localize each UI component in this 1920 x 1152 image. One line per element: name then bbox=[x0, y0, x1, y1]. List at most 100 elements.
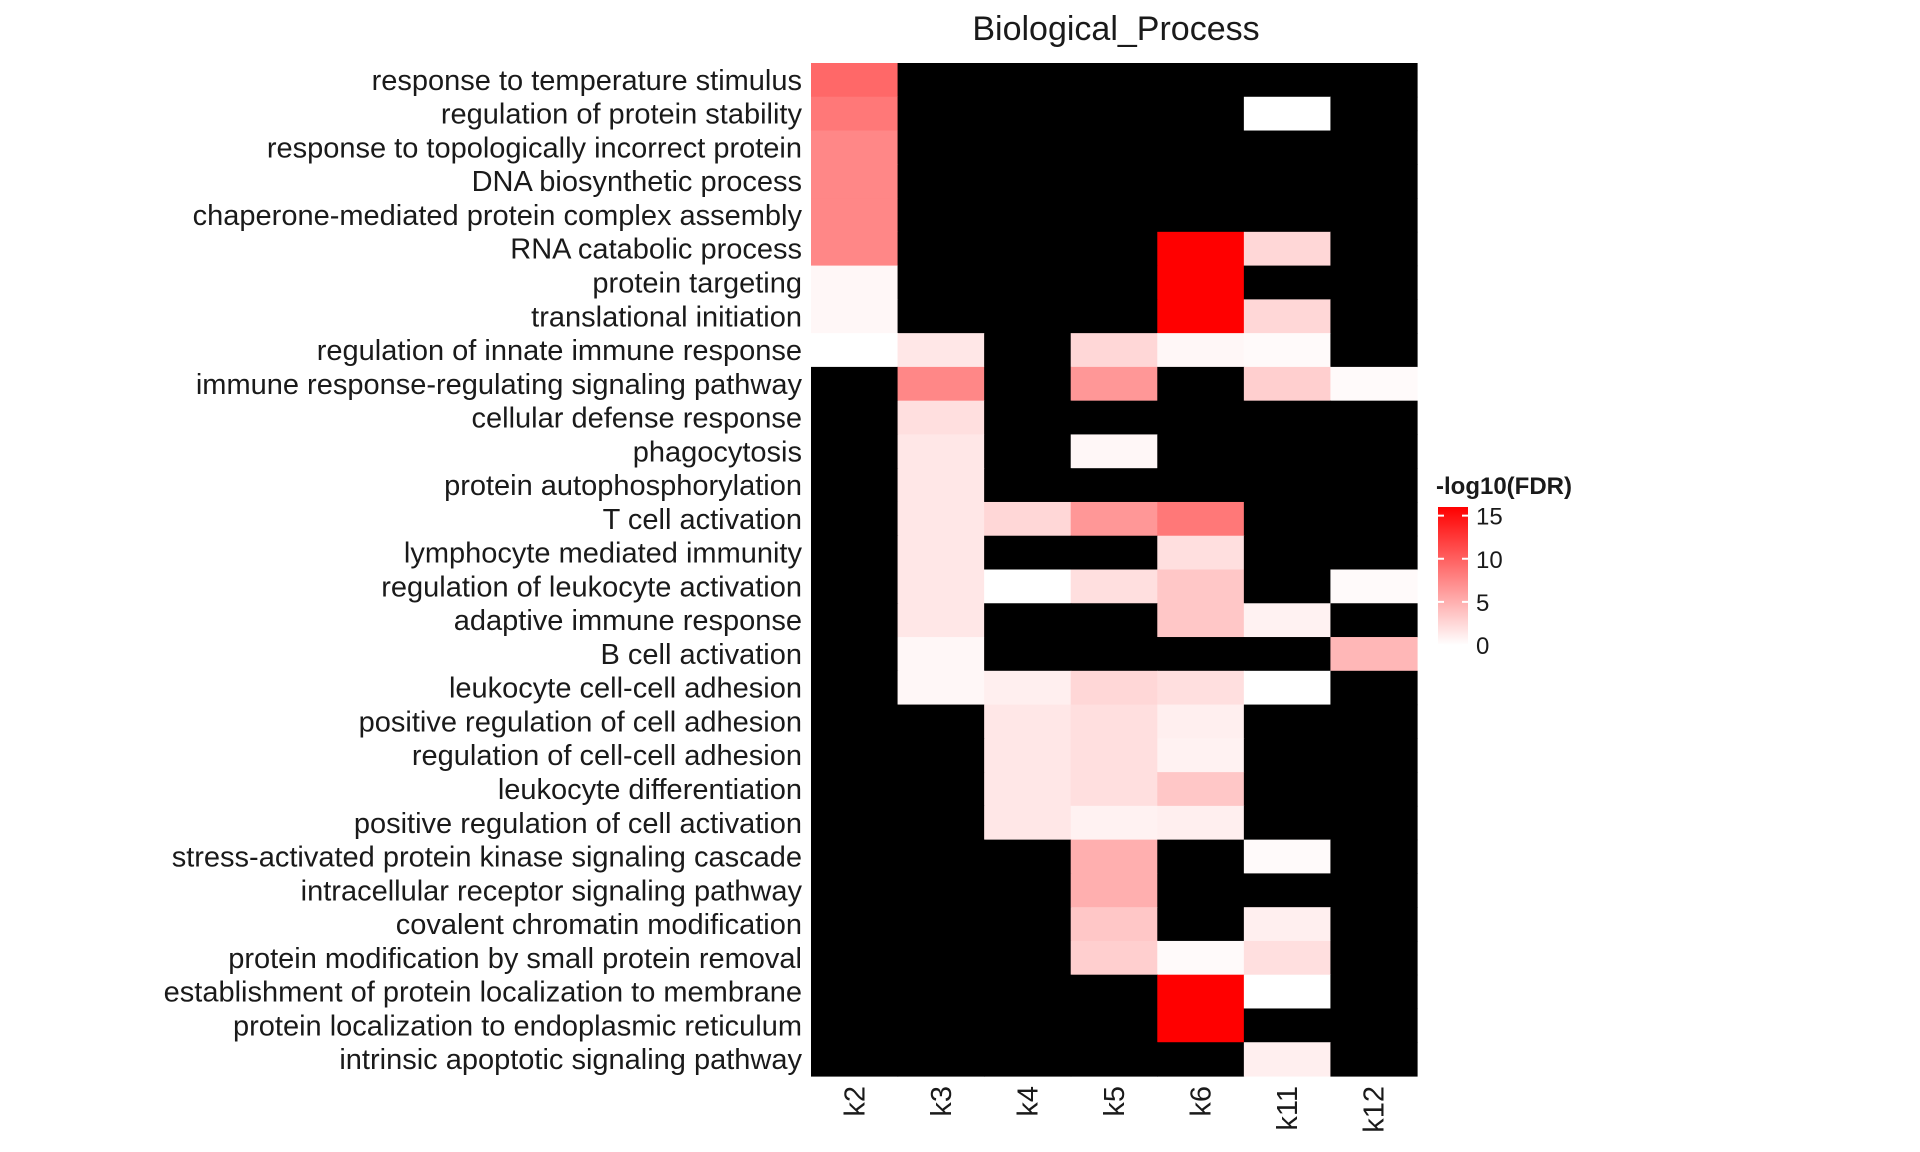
heatmap-cell bbox=[984, 1008, 1072, 1043]
heatmap-cell bbox=[984, 468, 1072, 503]
heatmap-cell bbox=[984, 501, 1072, 537]
heatmap-cell bbox=[1243, 873, 1332, 908]
heatmap-cell bbox=[984, 333, 1072, 368]
heatmap-cell bbox=[1157, 569, 1245, 604]
heatmap-cell bbox=[811, 772, 899, 807]
row-label: regulation of leukocyte activation bbox=[381, 571, 802, 603]
heatmap-cell bbox=[984, 535, 1072, 571]
heatmap-cell bbox=[897, 940, 985, 976]
heatmap-cell bbox=[984, 637, 1072, 672]
heatmap-cell bbox=[984, 434, 1072, 469]
heatmap-cell bbox=[1157, 299, 1245, 334]
heatmap-cell bbox=[897, 366, 985, 402]
heatmap-cell bbox=[984, 63, 1072, 98]
heatmap-cell bbox=[1070, 265, 1158, 300]
heatmap-cell bbox=[1330, 670, 1418, 706]
row-label: B cell activation bbox=[601, 639, 803, 671]
heatmap-cell bbox=[1157, 704, 1245, 739]
heatmap-cell bbox=[811, 501, 899, 537]
heatmap-cell bbox=[897, 873, 985, 908]
heatmap-cell bbox=[897, 1042, 985, 1077]
legend-tick-label: 10 bbox=[1476, 547, 1503, 574]
row-label: stress-activated protein kinase signalin… bbox=[172, 842, 802, 874]
heatmap-cell bbox=[897, 265, 985, 300]
row-label: covalent chromatin modification bbox=[396, 909, 802, 941]
heatmap-cell bbox=[1070, 603, 1158, 638]
heatmap-cell bbox=[1243, 299, 1332, 334]
heatmap-cell bbox=[1157, 535, 1245, 571]
heatmap-cell bbox=[1330, 535, 1418, 571]
heatmap-cell bbox=[811, 96, 899, 132]
row-label: phagocytosis bbox=[633, 436, 802, 468]
heatmap-cell bbox=[1330, 805, 1418, 841]
column-label: k2 bbox=[839, 1086, 871, 1117]
legend-tick-label: 15 bbox=[1476, 504, 1503, 531]
heatmap-cell bbox=[897, 738, 985, 773]
heatmap-cell bbox=[984, 603, 1072, 638]
heatmap-cell bbox=[984, 569, 1072, 604]
row-label: positive regulation of cell activation bbox=[354, 808, 802, 840]
heatmap-cell bbox=[1243, 670, 1332, 706]
heatmap-cell bbox=[1157, 1042, 1245, 1077]
heatmap-cell bbox=[1243, 366, 1332, 402]
heatmap-cell bbox=[1243, 231, 1332, 267]
row-label: response to topologically incorrect prot… bbox=[267, 132, 802, 164]
heatmap-cell bbox=[1070, 704, 1158, 739]
heatmap-cell bbox=[811, 974, 899, 1010]
heatmap-cell bbox=[1243, 400, 1332, 436]
heatmap-cell bbox=[811, 1008, 899, 1043]
heatmap-cell bbox=[811, 907, 899, 942]
heatmap-cell bbox=[897, 569, 985, 604]
heatmap-cell bbox=[1157, 839, 1245, 874]
heatmap-cell bbox=[897, 468, 985, 503]
heatmap-cell bbox=[1243, 940, 1332, 976]
heatmap-cell bbox=[1243, 603, 1332, 638]
heatmap-cell bbox=[984, 96, 1072, 132]
heatmap-cell bbox=[1243, 265, 1332, 300]
heatmap-cell bbox=[1330, 130, 1418, 165]
heatmap-cell bbox=[1330, 772, 1418, 807]
heatmap-cell bbox=[1157, 940, 1245, 976]
heatmap-cell bbox=[1330, 400, 1418, 436]
heatmap-cell bbox=[1157, 501, 1245, 537]
heatmap-cell bbox=[811, 299, 899, 334]
heatmap-cell bbox=[1330, 603, 1418, 638]
heatmap-cell bbox=[1157, 974, 1245, 1010]
heatmap-cell bbox=[897, 96, 985, 132]
heatmap-cell bbox=[1070, 366, 1158, 402]
heatmap-cell bbox=[1330, 1008, 1418, 1043]
heatmap-cell bbox=[1070, 434, 1158, 469]
row-label: chaperone-mediated protein complex assem… bbox=[193, 200, 803, 232]
heatmap-cell bbox=[1243, 164, 1332, 199]
row-label: protein targeting bbox=[592, 267, 802, 299]
heatmap-cell bbox=[811, 569, 899, 604]
column-label: k11 bbox=[1272, 1086, 1304, 1131]
heatmap-cell bbox=[897, 907, 985, 942]
heatmap-cell bbox=[1243, 130, 1332, 165]
heatmap-cell bbox=[811, 63, 899, 98]
heatmap-cells bbox=[811, 63, 1418, 1077]
heatmap-cell bbox=[1070, 738, 1158, 773]
legend-color-bar bbox=[1438, 507, 1468, 645]
heatmap-cell bbox=[1330, 873, 1418, 908]
heatmap-cell bbox=[897, 434, 985, 469]
heatmap-cell bbox=[897, 164, 985, 199]
heatmap-cell bbox=[1330, 434, 1418, 469]
heatmap-cell bbox=[897, 637, 985, 672]
heatmap-cell bbox=[1070, 130, 1158, 165]
column-label: k4 bbox=[1012, 1086, 1044, 1117]
heatmap-cell bbox=[1330, 637, 1418, 672]
heatmap-cell bbox=[1070, 63, 1158, 98]
heatmap-cell bbox=[984, 670, 1072, 706]
heatmap-cell bbox=[1157, 96, 1245, 132]
heatmap-cell bbox=[1157, 637, 1245, 672]
heatmap-cell bbox=[984, 198, 1072, 233]
heatmap-cell bbox=[1157, 434, 1245, 469]
heatmap-cell bbox=[1070, 164, 1158, 199]
heatmap-cell bbox=[897, 231, 985, 267]
heatmap-cell bbox=[1070, 805, 1158, 841]
row-label: immune response-regulating signaling pat… bbox=[196, 369, 803, 401]
heatmap-cell bbox=[1070, 535, 1158, 571]
row-label: regulation of cell-cell adhesion bbox=[412, 740, 802, 772]
row-label: translational initiation bbox=[531, 301, 802, 333]
